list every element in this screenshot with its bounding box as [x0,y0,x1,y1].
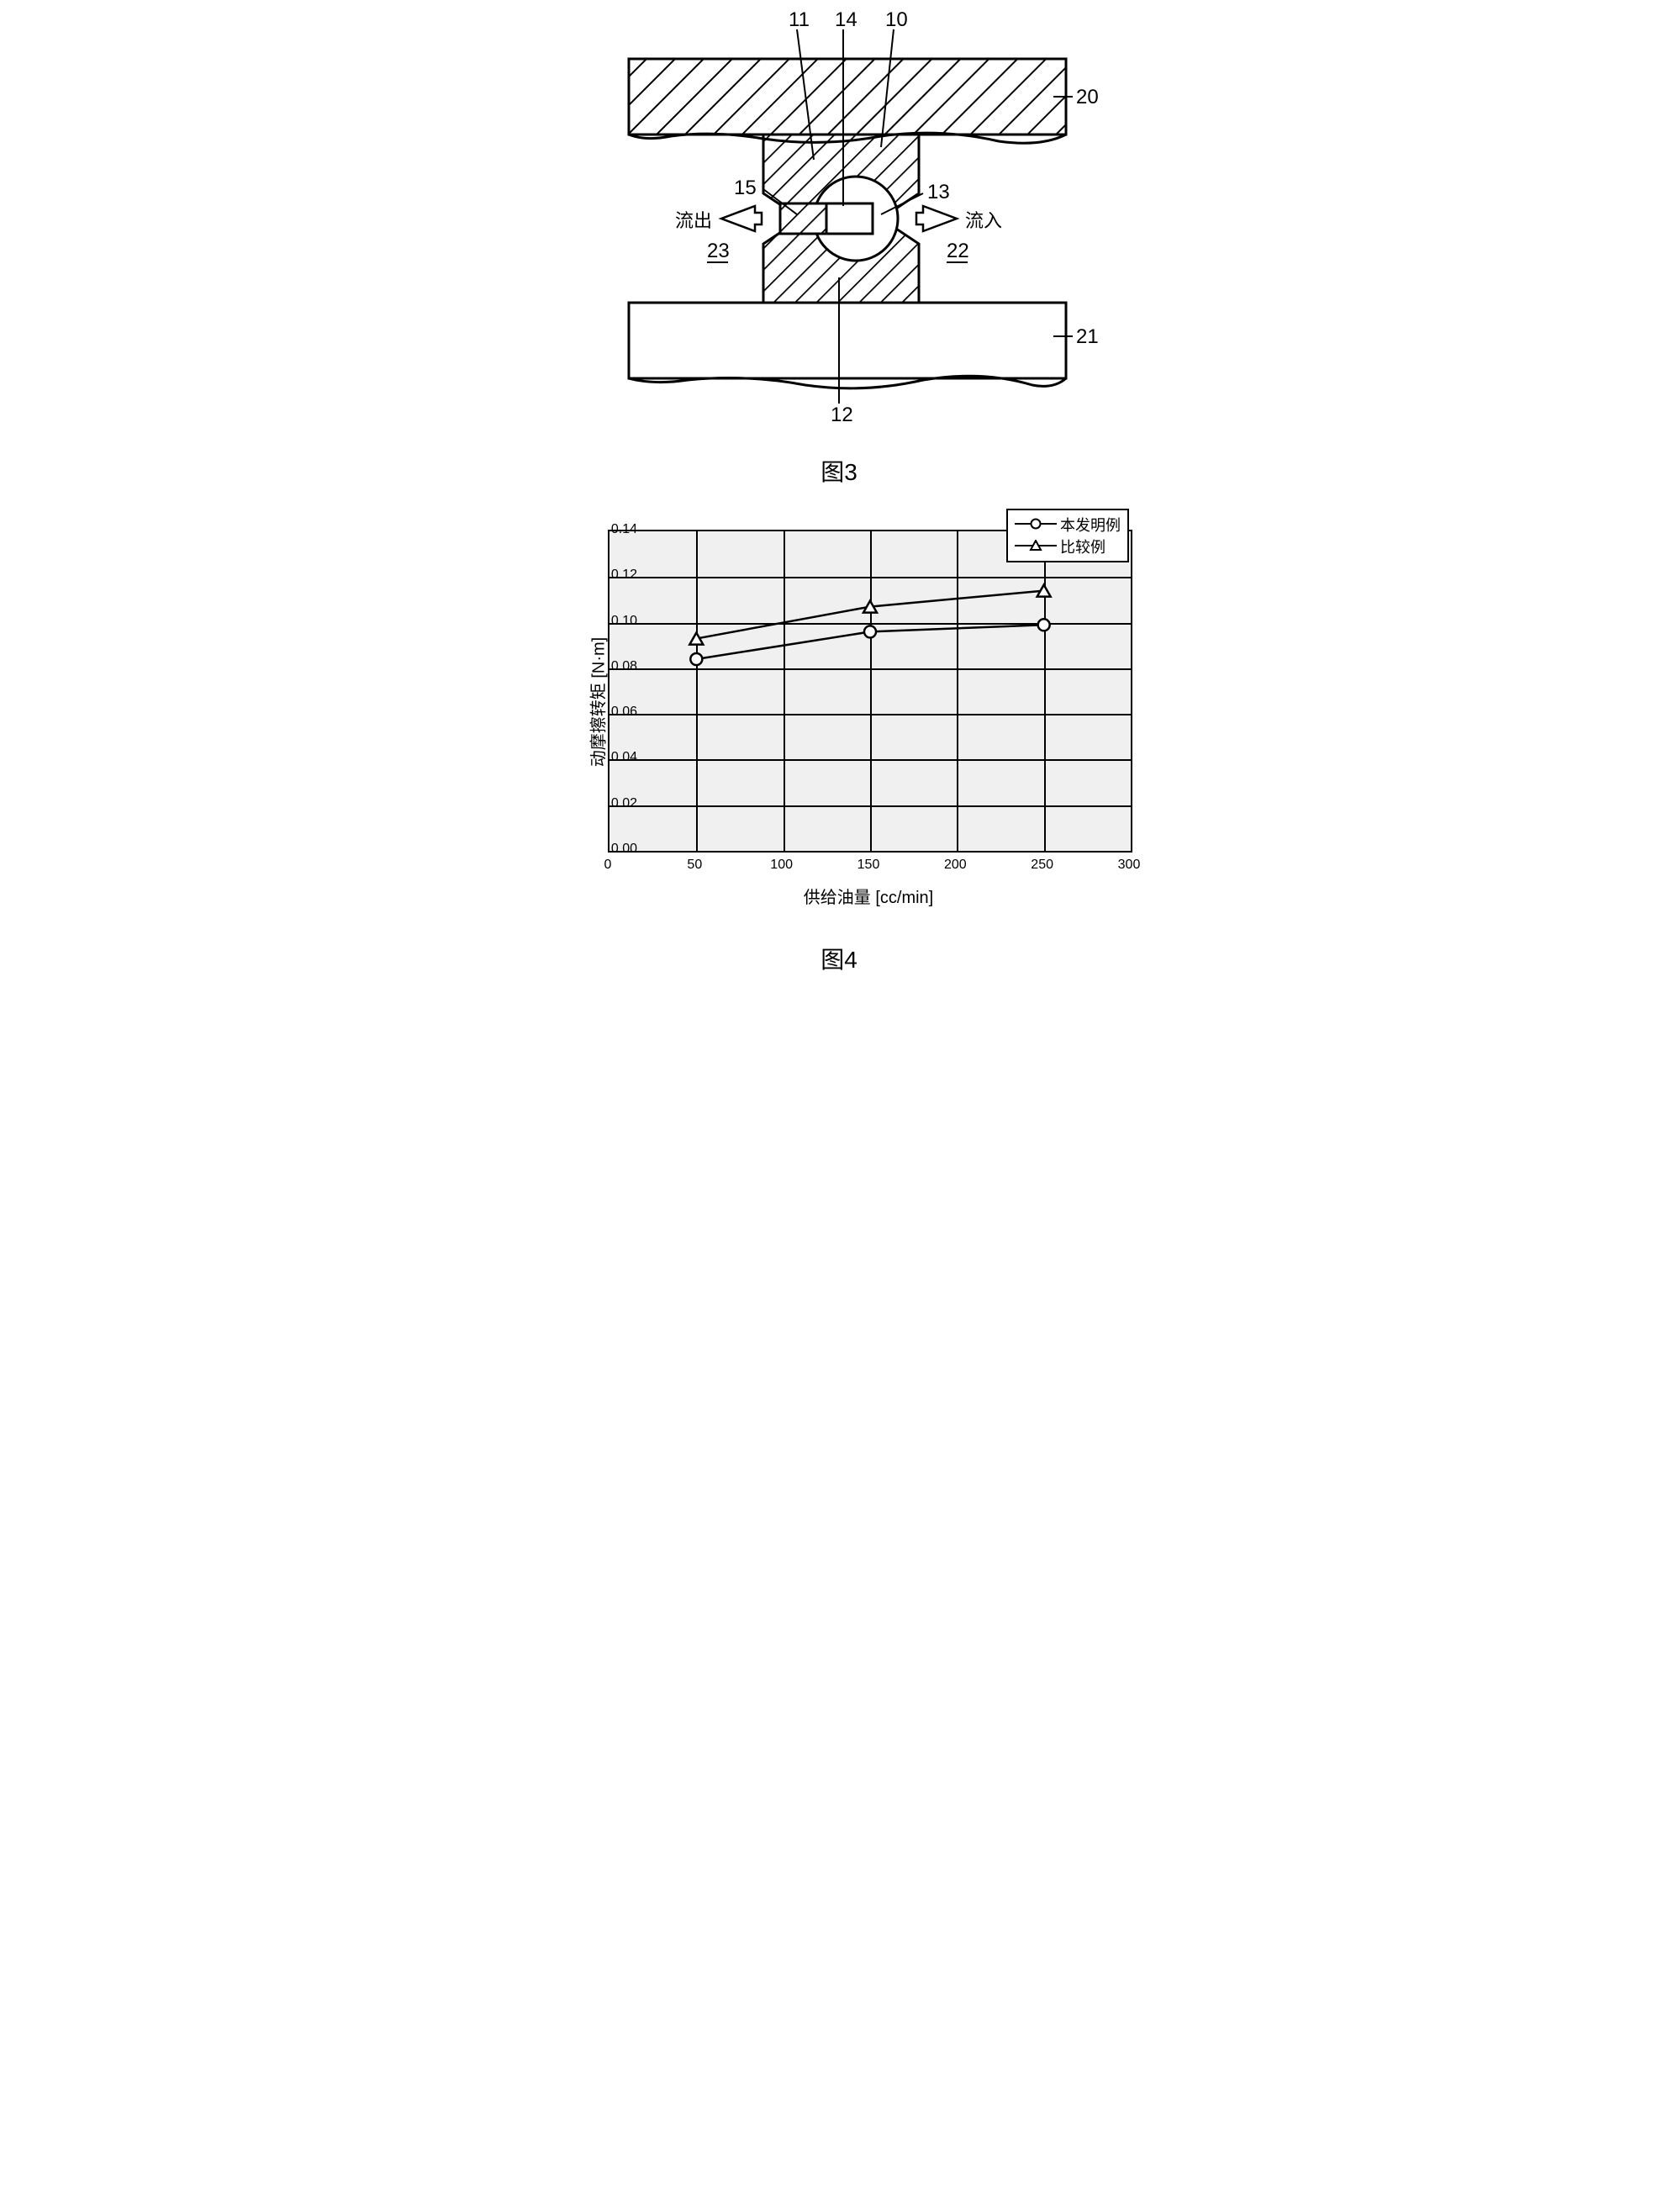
callout-22: 22 [947,240,969,263]
triangle-marker-icon [1015,538,1057,556]
legend-series1: 本发明例 [1060,514,1121,536]
figure-4-label: 图4 [435,942,1243,975]
chart-plot-area [608,530,1132,853]
callout-15: 15 [734,177,757,200]
y-tick-1: 0.02 [611,796,637,811]
callout-12: 12 [831,404,853,427]
x-tick-3: 150 [857,858,880,873]
chart-legend: 本发明例 比较例 [1006,509,1129,562]
x-axis-label: 供给油量 [cc/min] [804,884,933,908]
x-tick-2: 100 [770,858,793,873]
y-axis-label: 动摩擦转矩 [N·m] [585,637,609,767]
y-tick-6: 0.12 [611,568,637,583]
callout-20: 20 [1076,86,1099,109]
callout-23: 23 [707,240,730,263]
y-tick-7: 0.14 [611,522,637,537]
flow-in-label: 流入 [965,206,1002,233]
y-tick-5: 0.10 [611,614,637,629]
x-tick-6: 300 [1118,858,1141,873]
callout-11: 11 [789,8,810,32]
y-tick-0: 0.00 [611,842,637,857]
callout-21: 21 [1076,325,1099,349]
y-tick-2: 0.04 [611,750,637,765]
y-tick-3: 0.06 [611,705,637,720]
x-tick-0: 0 [604,858,612,873]
figure-3-diagram: 11 14 10 15 13 20 21 12 22 23 流出 流入 [545,17,1133,437]
flow-out-label: 流出 [675,206,712,233]
callout-13: 13 [927,181,950,204]
circle-marker-icon [1015,516,1057,534]
y-tick-4: 0.08 [611,659,637,674]
callout-10: 10 [885,8,908,32]
x-tick-1: 50 [687,858,702,873]
callout-14: 14 [835,8,857,32]
figure-4-chart: 本发明例 比较例 动摩擦转矩 [N·m] [524,513,1154,891]
figure-3-label: 图3 [435,454,1243,488]
legend-series2: 比较例 [1060,536,1105,557]
x-tick-5: 250 [1031,858,1053,873]
x-tick-4: 200 [944,858,967,873]
